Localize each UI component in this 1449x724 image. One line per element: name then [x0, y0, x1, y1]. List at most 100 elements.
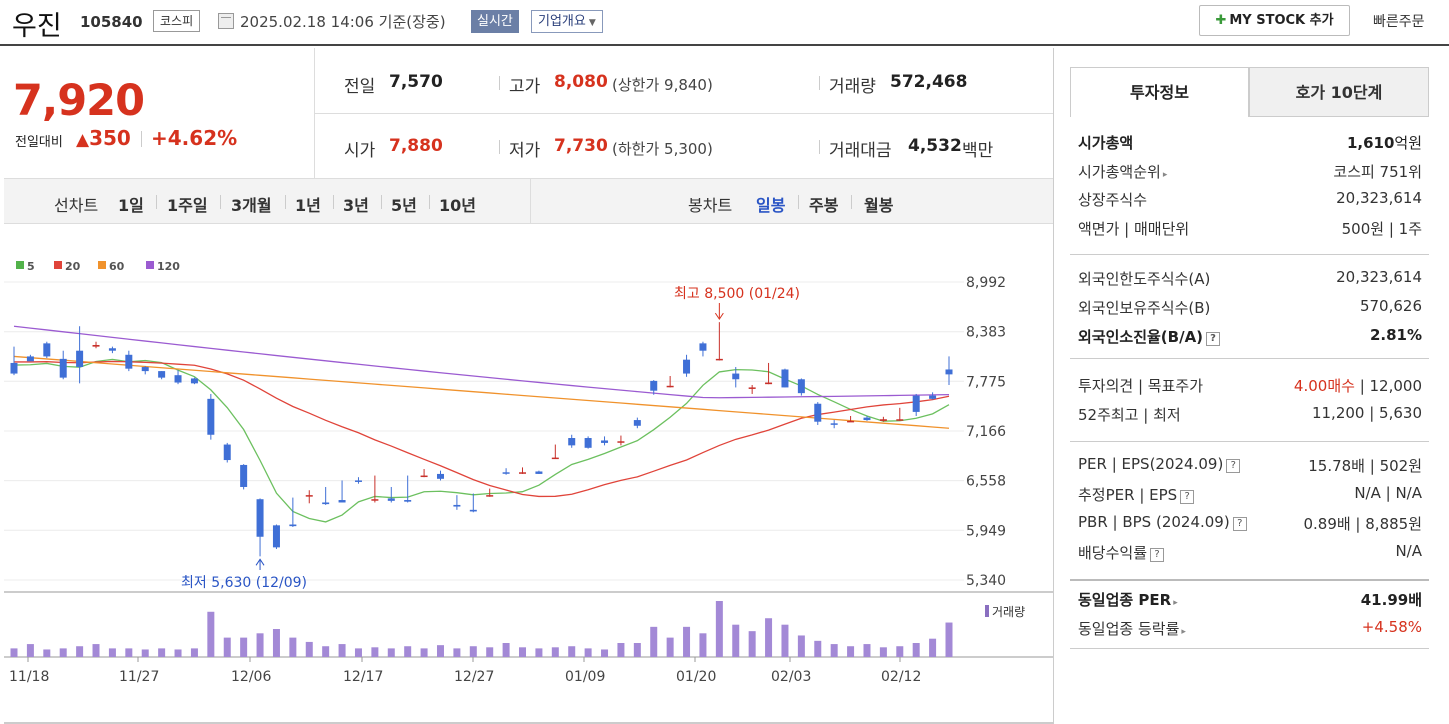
volume-bar	[929, 638, 937, 657]
candle-weekly[interactable]: 주봉	[809, 196, 839, 215]
info-value: 4.00매수 | 12,000	[1293, 377, 1422, 395]
volume-bar	[486, 647, 494, 657]
low-label: 저가	[509, 141, 541, 161]
period-1w[interactable]: 1주일	[167, 196, 208, 215]
info-row: 동일업종 등락률 ▸ +4.58%	[1078, 618, 1422, 646]
company-overview-label: 기업개요	[538, 14, 586, 29]
volume-legend-label: 거래량	[992, 605, 1025, 619]
change-value: ▲350	[76, 126, 131, 150]
open-value: 7,880	[389, 136, 443, 156]
info-row: 외국인보유주식수(B) 570,626	[1078, 297, 1422, 325]
period-10y[interactable]: 10년	[439, 196, 476, 215]
candle-body	[502, 472, 510, 474]
candle-body	[174, 375, 182, 383]
stock-header: 우진 105840 코스피 2025.02.18 14:06 기준(장중) 실시…	[0, 0, 1449, 46]
volume-bar	[272, 629, 280, 657]
candle-body	[59, 358, 67, 378]
info-label: PER | EPS(2024.09)?	[1078, 455, 1241, 473]
info-row: 외국인한도주식수(A) 20,323,614	[1078, 268, 1422, 296]
moving-averages	[13, 325, 950, 523]
tab-order-book[interactable]: 호가 10단계	[1249, 67, 1429, 117]
period-1d[interactable]: 1일	[118, 196, 144, 215]
candle-body	[272, 525, 280, 548]
volume-bar	[765, 618, 773, 657]
info-value: +4.58%	[1361, 618, 1422, 636]
volume-bar	[420, 648, 428, 657]
divider	[333, 195, 334, 209]
candle-body	[912, 395, 920, 412]
annotations: 최고 8,500 (01/24) 최저 5,630 (12/09) 거래량	[181, 286, 1025, 619]
volume-bar	[141, 649, 149, 657]
help-icon[interactable]: ?	[1226, 459, 1241, 473]
volume-legend-swatch	[985, 605, 989, 617]
candle-body	[207, 398, 215, 435]
volume-bar	[453, 648, 461, 657]
volume-bar	[43, 649, 51, 657]
info-label: 상장주식수	[1078, 191, 1148, 209]
volume-bar	[666, 637, 674, 657]
help-icon[interactable]: ?	[1206, 332, 1221, 346]
candle-monthly[interactable]: 월봉	[864, 196, 894, 215]
candle-body	[830, 423, 838, 425]
help-icon[interactable]: ?	[1150, 548, 1165, 562]
tab-investment-info[interactable]: 투자정보	[1070, 67, 1249, 117]
candle-body	[404, 500, 412, 502]
volume-bar	[26, 644, 34, 657]
prev-close-label: 전일	[344, 77, 376, 97]
candle-body	[896, 419, 904, 421]
add-mystock-button[interactable]: ✚ MY STOCK 추가	[1199, 5, 1350, 36]
lower-limit: (하한가 5,300)	[612, 140, 713, 158]
volume-bar	[223, 637, 231, 657]
period-1y[interactable]: 1년	[295, 196, 321, 215]
realtime-button[interactable]: 실시간	[471, 10, 519, 33]
y-tick-label: 8,383	[966, 325, 1006, 341]
volume-bar	[338, 644, 346, 657]
volume-bar	[912, 643, 920, 657]
candle-body	[732, 373, 740, 380]
candle-body	[190, 378, 198, 384]
x-tick-label: 11/18	[9, 669, 49, 685]
price-chart[interactable]: 5 20 60 120 8,992 8,383 7,775 7,166 6,558 5,949 5…	[4, 225, 1053, 724]
period-3y[interactable]: 3년	[343, 196, 369, 215]
help-icon[interactable]: ?	[1180, 490, 1195, 504]
volume-bar	[863, 644, 871, 657]
chevron-down-icon: ▼	[588, 18, 596, 28]
up-triangle-icon: ▲	[76, 130, 90, 150]
info-value: 20,323,614	[1336, 189, 1422, 207]
info-value: 코스피 751위	[1333, 162, 1422, 181]
volume-bar	[207, 611, 215, 657]
candle-daily[interactable]: 일봉	[756, 196, 786, 215]
volume-bar	[732, 624, 740, 657]
info-label: 52주최고 | 최저	[1078, 406, 1181, 424]
candle-body	[535, 471, 543, 474]
x-tick-label: 12/17	[343, 669, 383, 685]
company-overview-button[interactable]: 기업개요 ▼	[531, 10, 603, 33]
trade-amount-label: 거래대금	[829, 141, 892, 161]
help-icon[interactable]: ?	[1232, 517, 1247, 531]
ma-line-20	[14, 360, 950, 498]
volume-bar	[502, 643, 510, 657]
volume-bar	[568, 646, 576, 657]
info-row: PBR | BPS (2024.09)? 0.89배 | 8,885원	[1078, 513, 1422, 541]
quick-order-link[interactable]: 빠른주문	[1373, 14, 1425, 30]
period-5y[interactable]: 5년	[391, 196, 417, 215]
low-value: 7,730	[554, 136, 608, 156]
info-value: N/A | N/A	[1354, 484, 1422, 502]
volume-bar	[781, 624, 789, 657]
info-label: 동일업종 PER ▸	[1078, 591, 1178, 609]
info-label: 외국인한도주식수(A)	[1078, 270, 1211, 288]
volume-bar	[240, 637, 248, 657]
info-label: 시가총액순위 ▸	[1078, 162, 1168, 181]
change-percent: +4.62%	[151, 126, 238, 150]
candle-body	[76, 350, 84, 368]
period-3m[interactable]: 3개월	[231, 196, 272, 215]
info-label: 외국인보유주식수(B)	[1078, 299, 1211, 317]
candle-chart-label: 봉차트	[688, 196, 733, 215]
divider	[499, 140, 500, 154]
volume-value: 572,468	[890, 72, 968, 92]
trade-amount-unit: 백만	[962, 141, 994, 161]
candle-body	[420, 475, 428, 478]
volume-bar	[683, 626, 691, 657]
info-row: 시가총액 1,610억원	[1078, 132, 1422, 160]
candle-body	[814, 403, 822, 422]
